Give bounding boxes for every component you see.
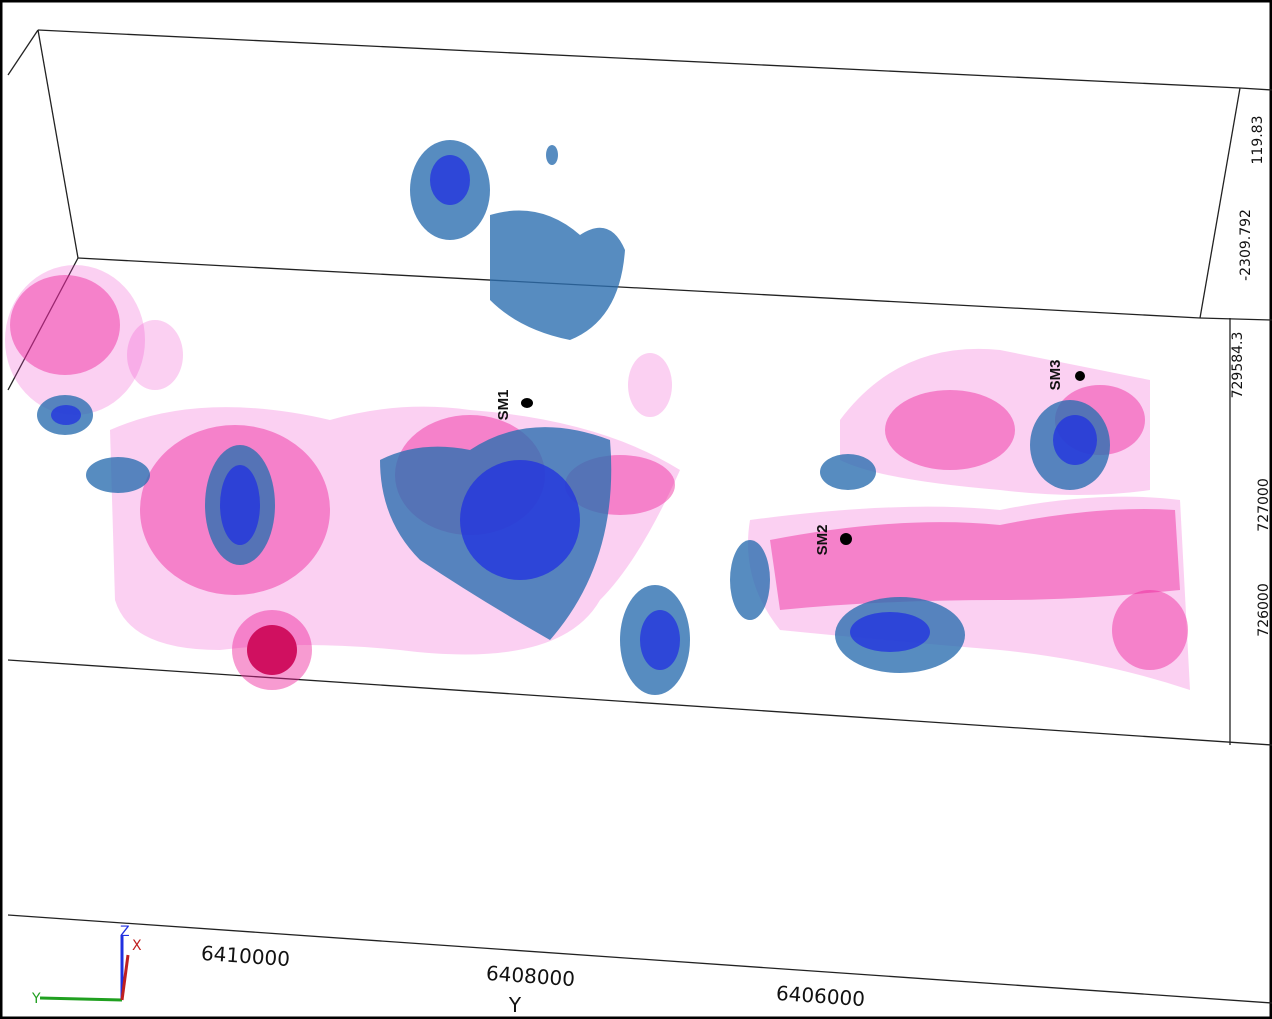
marker-label: SM3 bbox=[1047, 360, 1064, 391]
triad-label: Z bbox=[120, 924, 130, 940]
marker-label: SM1 bbox=[495, 390, 512, 421]
triad-label: X bbox=[132, 938, 142, 954]
core bbox=[247, 625, 297, 675]
y-axis-title: Y bbox=[508, 993, 522, 1017]
right-tick: 119.83 bbox=[1250, 116, 1266, 165]
right-tick: 729584.3 bbox=[1230, 332, 1246, 399]
right-tick: -2309.792 bbox=[1238, 209, 1254, 281]
triad-label: Y bbox=[31, 991, 41, 1007]
axis-triad: Z X Y bbox=[31, 924, 142, 1007]
marker-label: SM2 bbox=[814, 525, 831, 556]
isosurfaces bbox=[5, 140, 1190, 695]
bounding-box bbox=[7, 29, 1272, 1004]
right-tick: 726000 bbox=[1256, 583, 1272, 636]
right-tick: 727000 bbox=[1256, 478, 1272, 531]
